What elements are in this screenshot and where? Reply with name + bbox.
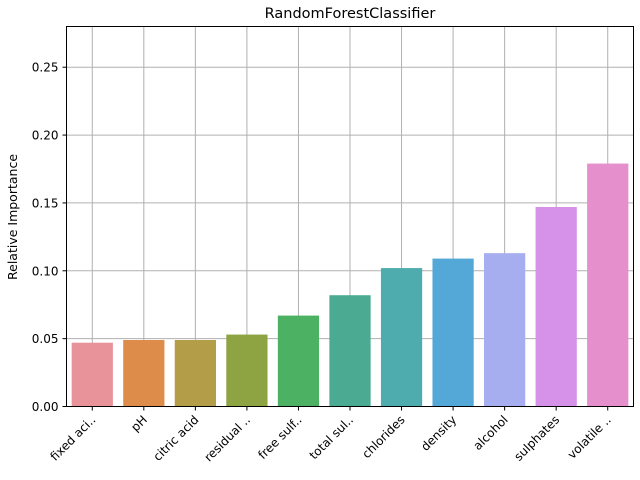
bar bbox=[535, 207, 577, 407]
x-tick-label: residual .. bbox=[201, 413, 253, 465]
y-tick-label: 0.15 bbox=[32, 196, 59, 210]
bars-layer bbox=[71, 163, 629, 407]
x-tick-label: free sulf.. bbox=[255, 413, 304, 462]
x-tick-label: fixed aci.. bbox=[47, 413, 98, 464]
bar bbox=[587, 163, 629, 407]
bar bbox=[71, 342, 113, 407]
y-tick-label: 0.20 bbox=[32, 129, 59, 143]
bar bbox=[277, 315, 320, 407]
bar bbox=[484, 253, 526, 407]
bar bbox=[380, 268, 423, 407]
bar bbox=[432, 258, 474, 407]
x-tick-label: sulphates bbox=[511, 413, 562, 464]
ticks-layer: 0.00 0.05 0.10 0.15 0.20 0.25 fixed aci.. pH cit… bbox=[32, 61, 614, 465]
chart-title: RandomForestClassifier bbox=[265, 6, 436, 22]
y-tick-label: 0.10 bbox=[32, 264, 59, 278]
x-tick-label: density bbox=[418, 413, 459, 454]
x-tick-label: total sul.. bbox=[307, 413, 357, 463]
y-tick-label: 0.00 bbox=[32, 400, 59, 414]
bar bbox=[123, 340, 165, 407]
x-tick-label: citric acid bbox=[150, 413, 201, 464]
y-axis-label: Relative Importance bbox=[5, 154, 20, 280]
x-tick-label: alcohol bbox=[471, 413, 511, 453]
bar bbox=[174, 340, 216, 407]
x-tick-label: pH bbox=[128, 413, 150, 435]
bar bbox=[329, 295, 371, 407]
y-tick-label: 0.25 bbox=[32, 61, 59, 75]
x-tick-label: chlorides bbox=[359, 413, 407, 461]
y-tick-label: 0.05 bbox=[32, 332, 59, 346]
bar bbox=[226, 334, 268, 407]
x-tick-label: volatile .. bbox=[565, 413, 614, 462]
